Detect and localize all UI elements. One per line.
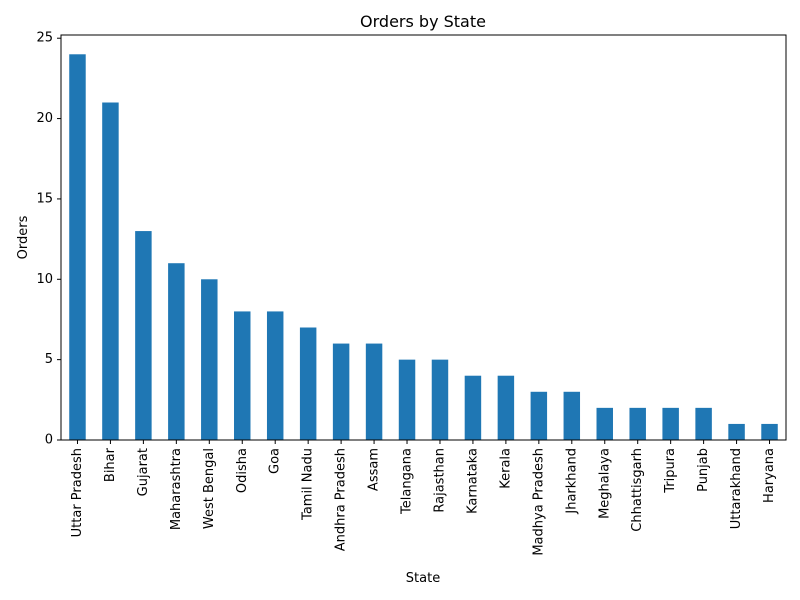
x-tick-label: Gujarat	[136, 448, 151, 496]
x-tick-label: Bihar	[103, 447, 118, 482]
chart-title: Orders by State	[360, 12, 486, 31]
bar	[596, 407, 613, 440]
x-axis-label: State	[406, 571, 440, 586]
bar	[530, 391, 548, 440]
bar	[695, 407, 712, 440]
x-tick-label: Odisha	[235, 448, 250, 493]
y-tick-label: 20	[36, 111, 53, 126]
x-tick-label: Tripura	[663, 448, 678, 494]
bars-group	[69, 54, 778, 441]
bar	[201, 279, 218, 440]
bar	[728, 423, 745, 440]
x-tick-label: Jharkhand	[564, 448, 579, 515]
x-tick-label: Kerala	[498, 448, 513, 489]
x-tick-label: Goa	[268, 448, 283, 474]
bar	[761, 423, 778, 440]
x-tick-label: Karnataka	[465, 448, 480, 514]
bar	[135, 231, 152, 440]
x-tick-label: Tamil Nadu	[301, 448, 316, 521]
x-tick-label: Rajasthan	[432, 448, 447, 513]
x-tick-label: Telangana	[400, 448, 415, 515]
y-tick-label: 10	[36, 272, 53, 287]
x-tick-label: Chhattisgarh	[630, 448, 645, 532]
plot-frame	[60, 34, 787, 441]
x-tick-label: Madhya Pradesh	[531, 448, 546, 556]
bar	[234, 311, 251, 440]
x-tick-label: Uttarakhand	[729, 448, 744, 529]
bar	[365, 343, 383, 440]
bar	[464, 375, 482, 440]
x-tick-label: Punjab	[696, 448, 711, 492]
y-tick-label: 5	[45, 352, 53, 367]
y-axis: 0 5 10 15 20 25	[36, 31, 61, 448]
bar	[69, 54, 86, 441]
y-tick-label: 0	[45, 433, 53, 448]
bar	[168, 263, 185, 440]
bar	[629, 407, 646, 440]
bar	[102, 102, 119, 440]
x-tick-label: Andhra Pradesh	[334, 448, 349, 551]
x-tick-label: West Bengal	[202, 448, 217, 529]
bar	[497, 375, 515, 440]
x-tick-label: Uttar Pradesh	[70, 448, 85, 537]
y-axis-label: Orders	[16, 215, 31, 259]
y-tick-label: 15	[36, 191, 53, 206]
bar	[563, 391, 581, 440]
x-axis: Uttar Pradesh Bihar Gujarat Maharashtra West…	[70, 440, 777, 556]
bar	[332, 343, 350, 440]
x-tick-label: Meghalaya	[597, 448, 612, 519]
bar	[299, 327, 317, 440]
bar	[431, 359, 449, 440]
bar	[662, 407, 679, 440]
x-tick-label: Maharashtra	[169, 448, 184, 530]
y-tick-label: 25	[36, 31, 53, 46]
x-tick-label: Haryana	[762, 448, 777, 503]
bar	[398, 359, 416, 440]
bar	[266, 311, 284, 440]
x-tick-label: Assam	[367, 448, 382, 491]
